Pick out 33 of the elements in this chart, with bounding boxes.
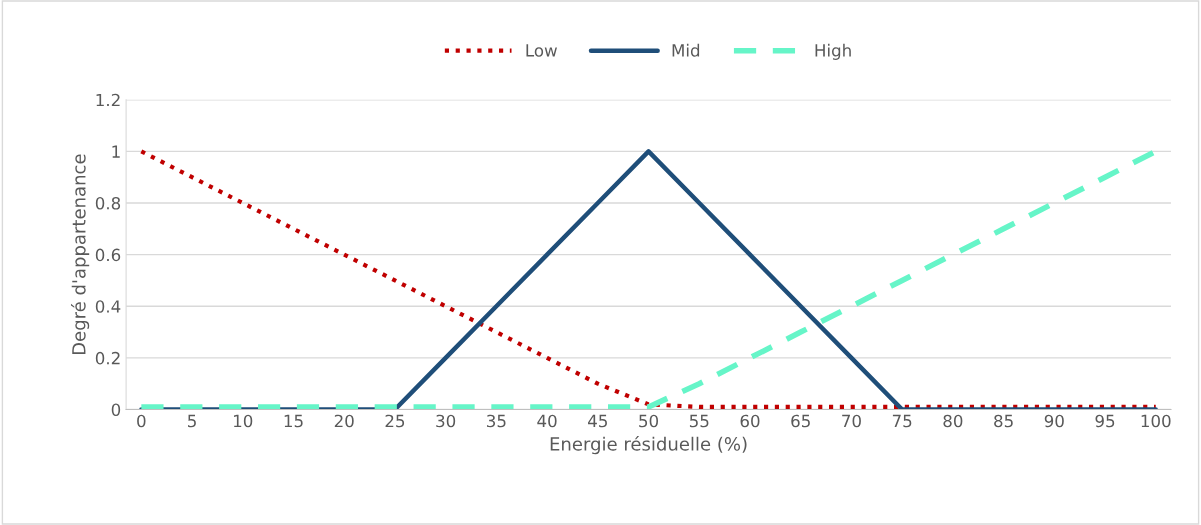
y-tick-label: 0.8 bbox=[95, 196, 121, 210]
y-tick-label: 0 bbox=[111, 403, 121, 417]
x-tick-label: 10 bbox=[233, 414, 253, 428]
x-tick-label: 40 bbox=[537, 414, 557, 428]
x-tick-label: 90 bbox=[1044, 414, 1064, 428]
x-tick-label: 80 bbox=[943, 414, 963, 428]
x-tick-label: 95 bbox=[1095, 414, 1115, 428]
x-tick-label: 35 bbox=[487, 414, 506, 428]
y-tick-label: 1.2 bbox=[96, 93, 120, 107]
y-tick-label: 1 bbox=[112, 145, 120, 158]
x-tick-label: 70 bbox=[842, 414, 861, 428]
x-tick-label: 65 bbox=[791, 414, 810, 428]
y-tick-label: 0.2 bbox=[95, 351, 120, 365]
x-tick-label: 30 bbox=[436, 414, 456, 428]
x-tick-label: 60 bbox=[740, 414, 760, 428]
x-tick-label: 0 bbox=[137, 414, 146, 428]
x-tick-label: 85 bbox=[994, 414, 1013, 428]
legend-label: High bbox=[815, 43, 851, 60]
x-tick-label: 55 bbox=[689, 414, 709, 428]
x-tick-label: 15 bbox=[284, 414, 303, 428]
x-tick-label: 20 bbox=[334, 414, 354, 428]
x-tick-label: 100 bbox=[1141, 414, 1171, 428]
x-tick-label: 25 bbox=[385, 414, 405, 428]
x-tick-label: 75 bbox=[892, 414, 912, 428]
y-tick-label: 0.4 bbox=[95, 300, 121, 313]
x-axis-title: Energie résiduelle (%) bbox=[550, 436, 747, 455]
legend-label: Low bbox=[526, 44, 557, 57]
x-tick-label: 45 bbox=[588, 414, 607, 428]
y-tick-label: 0.6 bbox=[95, 248, 121, 262]
legend-label: Mid bbox=[672, 43, 700, 57]
x-tick-label: 5 bbox=[188, 414, 196, 428]
y-axis-title: Degré d'appartenance bbox=[70, 154, 90, 355]
x-tick-label: 50 bbox=[639, 414, 659, 428]
